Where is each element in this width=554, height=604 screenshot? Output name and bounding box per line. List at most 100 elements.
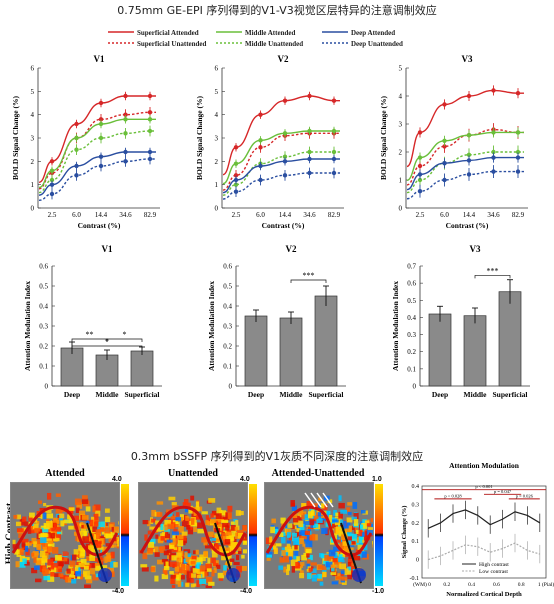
map-voxel [337, 573, 341, 579]
y-tick-label: 0 [45, 383, 49, 391]
map-voxel [47, 559, 53, 566]
map-voxel [88, 545, 94, 552]
map-voxel [366, 523, 372, 527]
map-voxel [170, 574, 176, 579]
map-voxel [317, 573, 322, 579]
legend-label-5: Deep Unattended [351, 40, 403, 48]
map-voxel [347, 570, 353, 576]
map-voxel [235, 520, 239, 526]
map-voxel [161, 524, 166, 530]
map-voxel [59, 561, 63, 566]
map-voxel [46, 546, 53, 552]
map-voxel [316, 518, 323, 524]
map-voxel [302, 514, 310, 521]
map-voxel [166, 539, 173, 543]
map-voxel [64, 576, 69, 583]
map-voxel [210, 513, 214, 518]
map-voxel [330, 537, 335, 543]
x-tick-label: 14.4 [463, 211, 476, 219]
map-voxel [347, 561, 352, 567]
map-voxel [344, 528, 352, 533]
map-voxel [168, 518, 175, 524]
map-voxel [353, 512, 359, 520]
series-line-4 [406, 156, 524, 191]
map-voxel [69, 575, 76, 580]
map-voxel [370, 517, 373, 523]
map-voxel [190, 518, 195, 525]
map-voxel [50, 572, 55, 577]
map-voxel [345, 553, 349, 558]
map-voxel [352, 533, 357, 540]
map-voxel [372, 540, 373, 545]
difference-scale-min: -1.0 [372, 588, 385, 595]
map-voxel [306, 501, 313, 508]
map-voxel [85, 506, 91, 512]
map-voxel [47, 540, 54, 545]
map-voxel [349, 562, 356, 567]
map-voxel [328, 549, 336, 557]
map-voxel [15, 521, 22, 527]
map-voxel [40, 532, 48, 538]
map-voxel [335, 526, 343, 534]
map-voxel [75, 565, 79, 572]
map-voxel [38, 500, 43, 504]
map-voxel [95, 565, 100, 571]
legend-label: High contrast [479, 562, 509, 568]
map-voxel [71, 554, 77, 561]
map-voxel [235, 554, 240, 561]
map-voxel [46, 534, 53, 539]
map-voxel [94, 557, 101, 562]
map-voxel [292, 515, 300, 523]
map-voxel [174, 566, 179, 572]
map-voxel [25, 545, 29, 552]
map-voxel [314, 515, 319, 520]
map-voxel [59, 575, 67, 579]
map-voxel [21, 538, 29, 543]
map-voxel [246, 529, 247, 534]
map-voxel [326, 511, 330, 517]
map-voxel [154, 552, 160, 557]
data-point [233, 177, 239, 183]
map-voxel [241, 565, 247, 571]
map-voxel [305, 548, 312, 554]
data-point [307, 170, 312, 176]
map-voxel [171, 531, 179, 536]
map-voxel [25, 548, 30, 556]
map-voxel [14, 549, 20, 555]
series-line-2 [38, 118, 156, 189]
data-point [147, 128, 153, 134]
map-voxel [155, 534, 159, 539]
map-voxel [62, 551, 68, 557]
map-voxel [338, 502, 345, 509]
map-voxel [59, 513, 65, 519]
map-voxel [173, 523, 179, 528]
map-voxel [205, 563, 212, 571]
map-voxel [53, 523, 57, 528]
data-point [417, 172, 423, 177]
map-voxel [193, 522, 198, 527]
map-voxel [50, 566, 55, 570]
data-point [442, 138, 447, 143]
map-voxel [341, 534, 348, 540]
map-voxel [36, 544, 42, 550]
map-voxel [225, 525, 230, 531]
map-voxel [165, 561, 169, 569]
bar-deep [428, 313, 452, 387]
data-point [491, 149, 496, 155]
data-point [74, 121, 79, 127]
map-voxel [41, 543, 48, 550]
x-tick-label: 82.9 [328, 211, 341, 219]
map-voxel [363, 535, 368, 541]
map-voxel [347, 512, 352, 516]
depth-arrow [304, 492, 316, 508]
map-voxel [160, 533, 166, 537]
map-voxel [46, 520, 53, 528]
map-voxel [61, 557, 68, 562]
data-point [123, 159, 128, 164]
map-voxel [357, 544, 363, 551]
map-voxel [190, 495, 195, 501]
map-voxel [169, 561, 177, 567]
map-voxel [150, 566, 156, 572]
vessel-path [265, 505, 373, 557]
map-voxel [42, 572, 49, 577]
